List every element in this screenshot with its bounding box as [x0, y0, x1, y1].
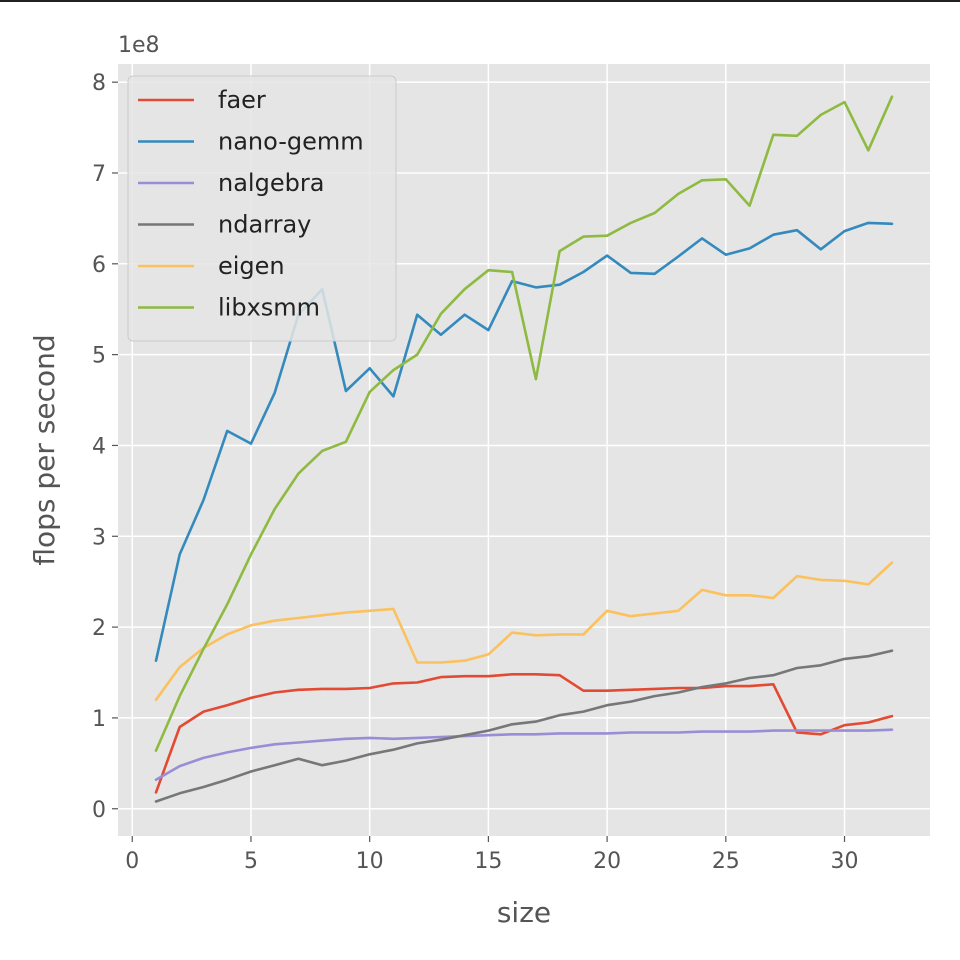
x-tick-label: 25 [712, 849, 740, 874]
series-line-ndarray [154, 649, 894, 803]
x-tick-label: 0 [125, 849, 139, 874]
series-line-faer [154, 672, 894, 794]
y-tick-label: 5 [92, 344, 106, 369]
x-tick-label: 30 [831, 849, 859, 874]
x-tick-label: 5 [244, 849, 258, 874]
y-axis-label: flops per second [28, 334, 61, 565]
y-tick-label: 7 [92, 162, 106, 187]
top-rule [0, 0, 960, 2]
legend-box [127, 75, 397, 342]
series-line-libxsmm [154, 95, 894, 752]
y-tick-label: 6 [92, 253, 106, 278]
series-line-nano-gemm [154, 221, 894, 663]
legend-label-faer: faer [218, 86, 266, 114]
y-tick-label: 4 [92, 434, 106, 459]
legend-label-nalgebra: nalgebra [218, 169, 324, 197]
legend-label-eigen: eigen [218, 252, 285, 280]
legend-label-libxsmm: libxsmm [218, 294, 320, 322]
x-tick-label: 10 [356, 849, 384, 874]
x-tick-label: 15 [474, 849, 502, 874]
legend-label-nano-gemm: nano-gemm [218, 128, 364, 156]
y-axis-offset-label: 1e8 [118, 33, 160, 58]
series-line-eigen [154, 561, 894, 702]
x-tick-label: 20 [593, 849, 621, 874]
y-tick-label: 0 [92, 798, 106, 823]
legend: faer nano-gemm nalgebra ndarray eigen libxsmm [127, 75, 397, 342]
x-axis-label: size [497, 896, 551, 929]
series-lines [154, 95, 894, 803]
series-line-nalgebra [154, 728, 894, 782]
legend-label-ndarray: ndarray [218, 211, 311, 239]
y-tick-label: 3 [92, 525, 106, 550]
y-tick-label: 8 [92, 71, 106, 96]
tick-marks-and-labels: 0 5 10 15 20 25 30 0 1 2 3 4 5 6 7 8 [92, 71, 859, 874]
y-tick-label: 2 [92, 616, 106, 641]
y-tick-label: 1 [92, 707, 106, 732]
